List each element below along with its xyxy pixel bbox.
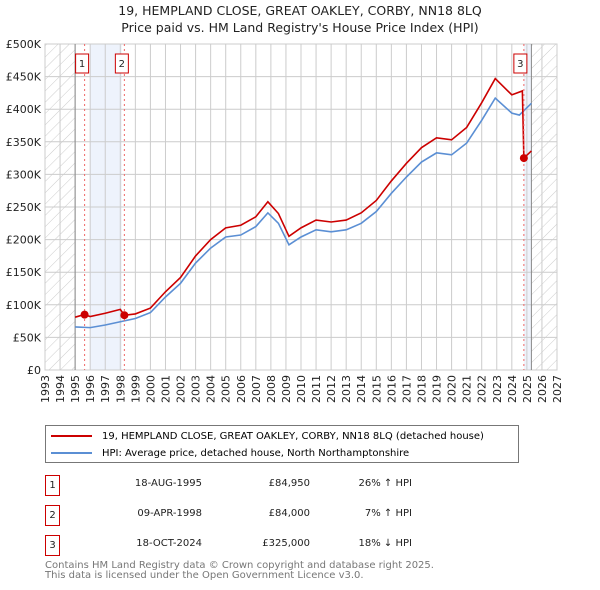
y-tick-label: £450K	[6, 71, 42, 84]
sale-hpi-diff: 7% ↑ HPI	[364, 508, 412, 519]
x-tick-label: 2002	[175, 375, 188, 403]
sale-price: £325,000	[262, 538, 310, 549]
hpi-line	[75, 96, 532, 329]
sale-row: 2 09-APR-1998 £84,000 7% ↑ HPI	[45, 505, 445, 526]
x-tick-label: 2007	[250, 375, 263, 403]
x-tick-label: 2016	[385, 375, 398, 403]
x-tick-label: 2018	[415, 375, 428, 403]
property-price-line	[74, 77, 532, 318]
x-tick-label: 1997	[99, 375, 112, 403]
x-tick-label: 1993	[39, 375, 52, 403]
x-tick-label: 2019	[431, 375, 444, 403]
x-tick-label: 2015	[370, 375, 383, 403]
sale-price: £84,950	[268, 478, 310, 489]
y-tick-label: £400K	[6, 103, 42, 116]
x-tick-label: 2003	[190, 375, 203, 403]
x-tick-label: 1995	[69, 375, 82, 403]
y-tick-label: £300K	[6, 168, 42, 181]
legend-item-hpi: HPI: Average price, detached house, Nort…	[46, 446, 409, 460]
sale-number-label: 1	[79, 59, 85, 70]
sale-point	[120, 311, 129, 320]
y-tick-label: £350K	[6, 136, 42, 149]
sale-row: 1 18-AUG-1995 £84,950 26% ↑ HPI	[45, 475, 445, 496]
x-tick-label: 2013	[340, 375, 353, 403]
x-tick-label: 2026	[536, 375, 549, 403]
y-tick-label: £150K	[6, 266, 42, 279]
x-tick-label: 2012	[325, 375, 338, 403]
legend-label: 19, HEMPLAND CLOSE, GREAT OAKLEY, CORBY,…	[102, 430, 484, 442]
y-tick-label: £100K	[6, 299, 42, 312]
x-tick-label: 2020	[446, 375, 459, 403]
x-tick-label: 2017	[400, 375, 413, 403]
sale-number-label: 3	[517, 59, 523, 70]
x-tick-label: 2000	[144, 375, 157, 403]
x-tick-label: 1998	[114, 375, 127, 403]
sale-number: 1	[45, 475, 60, 496]
sale-hpi-diff: 18% ↓ HPI	[358, 538, 412, 549]
x-tick-label: 2021	[461, 375, 474, 403]
sale-number: 2	[45, 505, 60, 526]
sale-date: 09-APR-1998	[137, 508, 202, 519]
x-tick-label: 2006	[235, 375, 248, 403]
x-tick-label: 2024	[506, 375, 519, 403]
footer-copyright: Contains HM Land Registry data © Crown c…	[45, 560, 434, 571]
y-tick-label: £200K	[6, 234, 42, 247]
x-tick-label: 1999	[129, 375, 142, 403]
x-tick-label: 2023	[491, 375, 504, 403]
y-tick-label: £0	[27, 364, 41, 377]
x-tick-label: 2014	[355, 375, 368, 403]
sale-date: 18-AUG-1995	[134, 478, 202, 489]
x-tick-label: 2027	[551, 375, 564, 403]
x-tick-label: 2004	[205, 375, 218, 403]
x-tick-label: 2001	[159, 375, 172, 403]
x-tick-label: 2025	[521, 375, 534, 403]
y-tick-label: £50K	[13, 331, 42, 344]
legend-label: HPI: Average price, detached house, Nort…	[102, 447, 410, 459]
sale-price: £84,000	[268, 508, 310, 519]
sale-hpi-diff: 26% ↑ HPI	[358, 478, 412, 489]
sale-number-label: 2	[119, 59, 125, 70]
x-tick-label: 2011	[310, 375, 323, 403]
legend: 19, HEMPLAND CLOSE, GREAT OAKLEY, CORBY,…	[45, 425, 519, 463]
sale-number: 3	[45, 535, 60, 556]
sale-point	[80, 310, 89, 319]
x-tick-label: 2009	[280, 375, 293, 403]
x-tick-label: 2022	[476, 375, 489, 403]
sale-date: 18-OCT-2024	[136, 538, 202, 549]
x-tick-label: 1994	[54, 375, 67, 403]
x-tick-label: 2008	[265, 375, 278, 403]
footer-licence: This data is licensed under the Open Gov…	[45, 570, 364, 581]
sale-point	[519, 154, 528, 163]
x-tick-label: 2005	[220, 375, 233, 403]
y-tick-label: £500K	[6, 38, 42, 51]
chart-title: 19, HEMPLAND CLOSE, GREAT OAKLEY, CORBY,…	[118, 3, 482, 18]
legend-swatch	[51, 435, 92, 437]
sale-number-box	[75, 53, 90, 74]
y-tick-label: £250K	[6, 201, 42, 214]
x-tick-label: 1996	[84, 375, 97, 403]
sale-number-box	[114, 53, 129, 74]
x-tick-label: 2010	[295, 375, 308, 403]
chart-subtitle: Price paid vs. HM Land Registry's House …	[121, 20, 479, 35]
sale-row: 3 18-OCT-2024 £325,000 18% ↓ HPI	[45, 535, 445, 556]
legend-swatch	[51, 452, 92, 454]
sale-number-box	[513, 53, 528, 74]
legend-item-property: 19, HEMPLAND CLOSE, GREAT OAKLEY, CORBY,…	[46, 429, 484, 443]
